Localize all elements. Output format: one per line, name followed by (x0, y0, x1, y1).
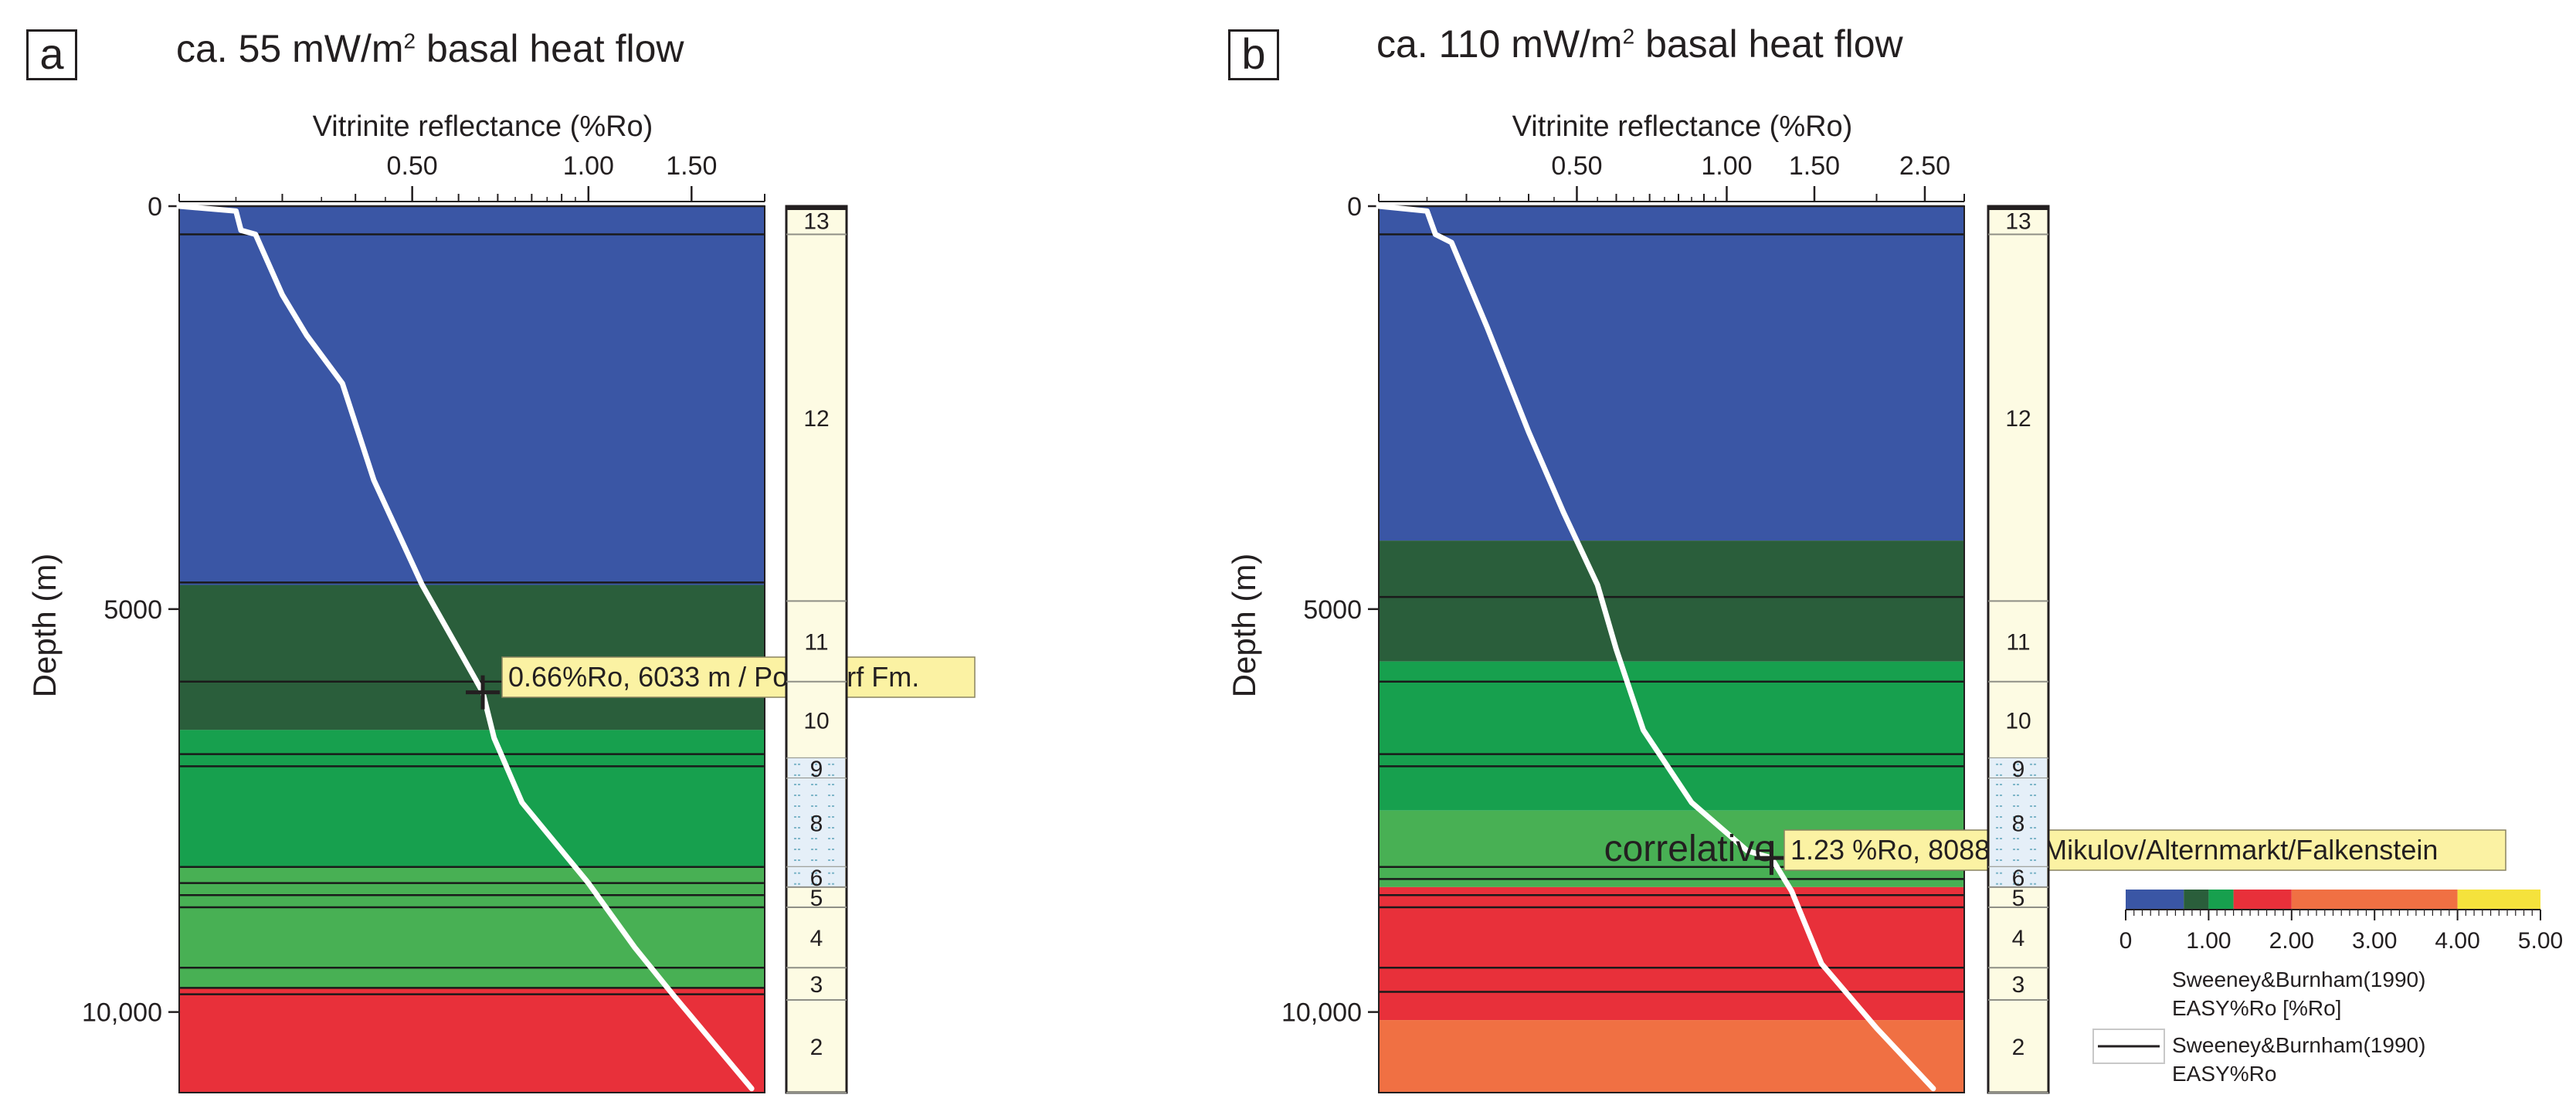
strat-unit-label: 3 (810, 972, 823, 998)
panel-b-title-sup: 2 (1622, 24, 1635, 49)
y-axis-label: Depth (m) (26, 554, 63, 698)
maturity-band (179, 730, 765, 867)
annotation-box (1784, 829, 2506, 871)
legend-line-label: Sweeney&Burnham(1990) (2172, 1033, 2425, 1057)
y-tick-label: 10,000 (1281, 998, 1362, 1028)
colorbar-subtitle: EASY%Ro [%Ro] (2172, 996, 2341, 1020)
y-axis-label: Depth (m) (1226, 554, 1262, 698)
strat-unit-label: 9 (810, 757, 823, 782)
colorbar-tick-label: 4.00 (2435, 928, 2479, 954)
maturity-band (1379, 541, 1964, 662)
strat-unit-label: 10 (803, 708, 829, 734)
strat-unit-label: 2 (810, 1035, 823, 1060)
panel-b-title: ca. 110 mW/m2 basal heat flow (1376, 22, 1903, 66)
panel-b-title-rest: basal heat flow (1634, 22, 1903, 66)
annotation-box (501, 656, 976, 698)
strat-unit-label: 10 (2005, 708, 2031, 734)
colorbar-segment (2291, 890, 2458, 910)
x-tick-label: 0.50 (387, 151, 438, 181)
colorbar-segment (2184, 890, 2209, 910)
x-axis-label: Vitrinite reflectance (%Ro) (1512, 110, 1853, 143)
y-tick-label: 5000 (104, 595, 162, 625)
panel-b-letter: b (1228, 29, 1279, 80)
maturity-band (1379, 661, 1964, 811)
strat-unit-label: 2 (2012, 1035, 2025, 1060)
panel-a-letter: a (26, 29, 77, 80)
x-tick-label: 2.50 (1899, 151, 1950, 181)
colorbar-title: Sweeney&Burnham(1990) (2172, 968, 2425, 991)
colorbar-segment (2208, 890, 2234, 910)
x-axis-label: Vitrinite reflectance (%Ro) (313, 110, 653, 143)
strat-unit-label: 5 (810, 886, 823, 911)
panel-a-title-rest: basal heat flow (416, 27, 684, 70)
colorbar-segment (2233, 890, 2292, 910)
legend-line-sublabel: EASY%Ro (2172, 1062, 2276, 1086)
strat-unit-label: 13 (803, 208, 829, 234)
strat-unit-label: 4 (2012, 926, 2025, 951)
x-tick-label: 1.50 (1789, 151, 1840, 181)
colorbar-tick-label: 5.00 (2518, 928, 2563, 954)
strat-column (785, 205, 848, 1094)
y-tick-label: 0 (148, 192, 162, 222)
panel-a-title-main: ca. 55 mW/m (176, 27, 404, 70)
strat-unit-label: 6 (810, 866, 823, 891)
strat-unit-label: 6 (2012, 866, 2025, 891)
strat-unit-label: 3 (2012, 972, 2025, 998)
maturity-band (179, 866, 765, 988)
maturity-band (179, 988, 765, 1093)
strat-unit-label: 12 (803, 406, 829, 432)
plot-frame (1378, 205, 1965, 1093)
y-tick-label: 0 (1347, 192, 1362, 222)
annotation-label: 0.66%Ro, 6033 m / Poysdorf Fm. (508, 661, 919, 693)
strat-unit-label: 12 (2005, 406, 2031, 432)
panel-b-title-main: ca. 110 mW/m (1376, 22, 1623, 66)
vitrinite-curve (176, 203, 755, 1092)
maturity-band (179, 206, 765, 585)
strat-unit-label: 5 (2012, 886, 2025, 911)
strat-shale-fill (788, 778, 845, 867)
x-tick-label: 1.00 (563, 151, 614, 181)
colorbar-tick-label: 1.00 (2186, 928, 2231, 954)
strat-unit-label: 8 (2012, 811, 2025, 836)
strat-unit-label: 4 (810, 926, 823, 951)
annotation-prefix: correlative (1604, 829, 1775, 869)
panel-a-title: ca. 55 mW/m2 basal heat flow (176, 26, 684, 71)
vitrinite-curve (1376, 203, 1936, 1092)
strat-shale-fill (1990, 778, 2047, 867)
strat-unit-label: 9 (2012, 757, 2025, 782)
maturity-band (1379, 206, 1964, 541)
maturity-band (1379, 1020, 1964, 1093)
strat-unit-label: 11 (2006, 630, 2030, 656)
colorbar-segment (2457, 890, 2540, 910)
strat-unit-label: 8 (810, 811, 823, 836)
panel-a-title-sup: 2 (403, 29, 416, 53)
strat-unit-label: 11 (804, 630, 828, 656)
maturity-band (1379, 886, 1964, 1021)
colorbar-tick-label: 3.00 (2352, 928, 2397, 954)
colorbar-tick-label: 0 (2120, 928, 2133, 954)
x-tick-label: 0.50 (1551, 151, 1602, 181)
annotation-label: 1.23 %Ro, 8088 m / Mikulov/Alternmarkt/F… (1790, 834, 2438, 866)
y-tick-label: 5000 (1303, 595, 1362, 625)
y-tick-label: 10,000 (82, 998, 162, 1028)
colorbar-tick-label: 2.00 (2269, 928, 2314, 954)
x-tick-label: 1.00 (1701, 151, 1752, 181)
strat-unit-label: 13 (2005, 208, 2031, 234)
strat-column (1987, 205, 2050, 1094)
colorbar-segment (2126, 890, 2184, 910)
plot-frame (178, 205, 765, 1093)
x-tick-label: 1.50 (666, 151, 717, 181)
